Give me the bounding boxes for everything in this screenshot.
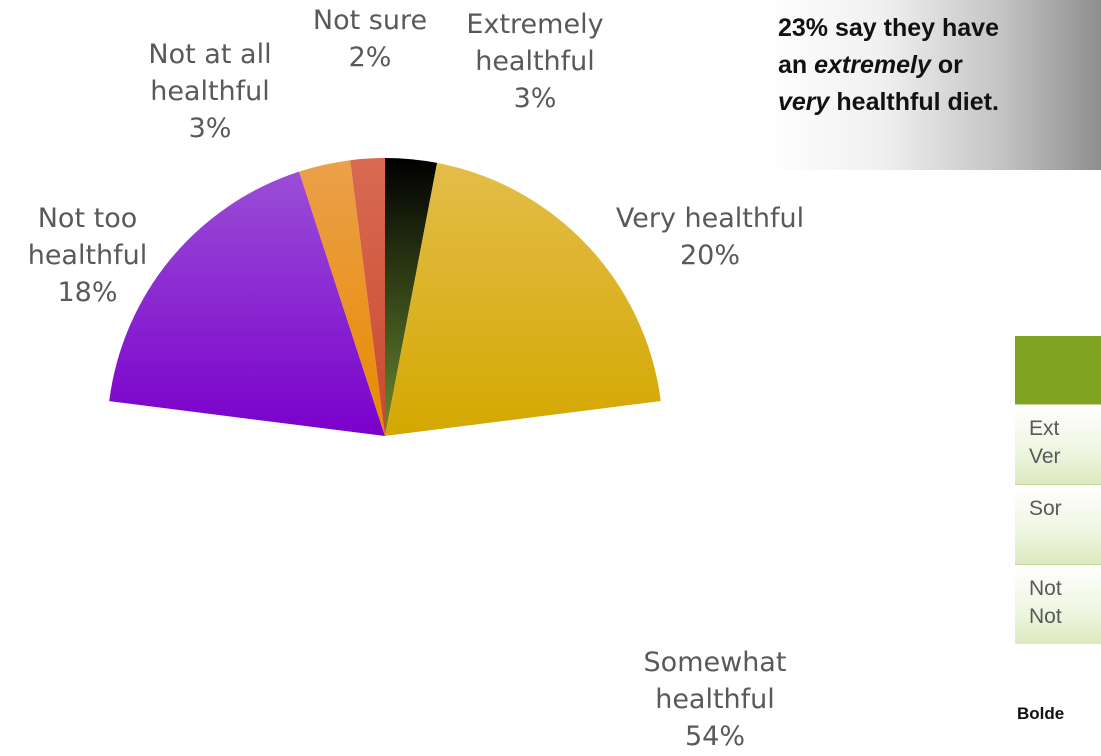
callout-text: 23% say they have an extremely or very h… [778,10,999,121]
label-value: 20% [679,240,740,271]
label-value: 54% [684,721,745,752]
table-cell-line2: Ver [1029,445,1061,468]
slice-label-very-healthful: Very healthful 20% [590,200,830,274]
pie-slice-not-at-all-healthful [299,160,385,436]
label-value: 18% [57,277,118,308]
label-name-line2: healthful [655,684,775,715]
pie-slice-extremely-healthful [385,158,438,436]
slice-label-not-at-all-healthful: Not at all healthful 3% [130,36,290,147]
callout-box: 23% say they have an extremely or very h… [765,0,1101,170]
table-header [1015,336,1101,404]
label-value: 3% [513,83,557,114]
callout-line-1: 23% say they have [778,14,999,42]
callout-line-3-end: healthful diet. [829,88,999,116]
summary-table: Ext Ver Sor Not Not [1015,336,1101,644]
pie-slice-not-too-healthful [109,171,385,437]
callout-line-3: very healthful diet. [778,84,999,121]
table-cell-line1: Sor [1029,497,1062,520]
pie-slice-not-sure [350,158,385,436]
callout-line-2-end: or [930,51,963,79]
table-cell-line1: Not [1029,577,1062,600]
table-footnote: Bolde [1017,704,1065,723]
label-name-line1: Not too [37,203,138,234]
label-value: 3% [188,113,232,144]
callout-line-2: an extremely or [778,47,999,84]
label-value: 2% [348,42,392,73]
label-name-line1: Extremely [466,9,604,40]
label-name-line1: Not sure [312,5,428,36]
slice-label-somewhat-healthful: Somewhat healthful 54% [620,644,810,755]
callout-emphasis-very: very [778,88,830,116]
table-cell-line1: Ext [1029,417,1060,440]
table-row: Not Not [1015,564,1101,644]
table-cell-line2: Not [1029,605,1062,628]
label-name-line1: Not at all [148,39,272,70]
table-row: Sor [1015,484,1101,564]
label-name-line2: healthful [150,76,270,107]
slice-label-extremely-healthful: Extremely healthful 3% [450,6,620,117]
label-name-line2: healthful [27,240,148,271]
label-name-line1: Somewhat [643,647,787,678]
label-name-line2: healthful [475,46,595,77]
callout-emphasis-extremely: extremely [814,51,931,79]
pie-slice-somewhat-healthful [107,401,664,714]
pie-slice-very-healthful [385,162,661,437]
slice-label-not-too-healthful: Not too healthful 18% [10,200,165,311]
table-row: Ext Ver [1015,404,1101,484]
slice-label-not-sure: Not sure 2% [295,2,445,76]
label-name-line1: Very healthful [615,203,805,234]
callout-line-2-start: an [778,51,815,79]
